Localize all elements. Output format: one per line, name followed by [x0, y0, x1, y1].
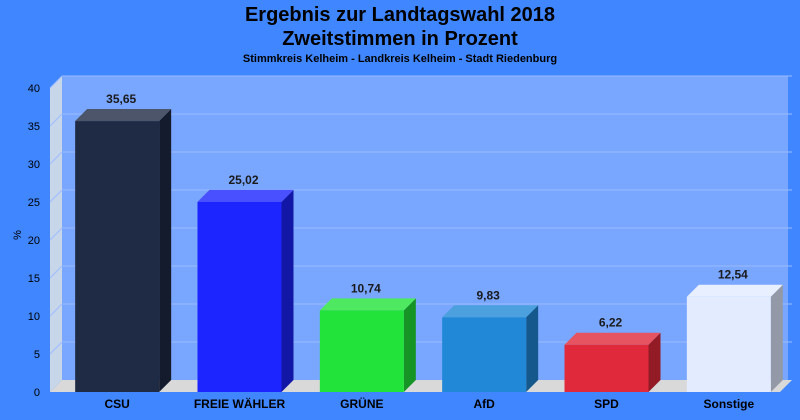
bar-top	[75, 109, 172, 122]
bar-top	[442, 305, 539, 318]
y-tick-label: 15	[28, 273, 40, 285]
bar	[442, 317, 527, 392]
data-label: 25,02	[228, 173, 258, 187]
y-tick-label: 10	[28, 311, 40, 323]
gridline-side	[49, 303, 63, 317]
bar	[319, 310, 404, 392]
x-tick-label: Sonstige	[703, 397, 754, 411]
gridline-side	[49, 75, 63, 89]
bar-top	[319, 298, 416, 311]
bar	[564, 344, 649, 392]
data-label: 6,22	[599, 316, 623, 330]
gridline-side	[49, 265, 63, 279]
gridline-side	[49, 189, 63, 203]
bar-side	[648, 332, 661, 392]
bar-top	[197, 189, 294, 202]
y-axis-label: %	[12, 230, 24, 240]
data-label: 10,74	[351, 281, 381, 295]
y-tick-label: 35	[28, 121, 40, 133]
gridline-side	[49, 151, 63, 165]
bar-side	[770, 284, 783, 392]
bar	[686, 296, 771, 392]
chart-title: Ergebnis zur Landtagswahl 2018	[244, 4, 556, 26]
gridline-side	[49, 113, 63, 127]
bar-top	[686, 284, 783, 297]
y-tick-label: 5	[34, 349, 40, 361]
x-tick-label: SPD	[594, 397, 619, 411]
bar	[75, 121, 160, 392]
x-tick-label: AfD	[474, 397, 496, 411]
gridline-side	[49, 341, 63, 355]
y-tick-label: 20	[28, 235, 40, 247]
x-tick-label: GRÜNE	[340, 396, 383, 411]
data-label: 9,83	[476, 288, 500, 302]
gridline-side	[49, 227, 63, 241]
bar-top	[564, 332, 661, 345]
y-tick-label: 30	[28, 159, 40, 171]
bar	[197, 201, 282, 392]
bar-side	[159, 109, 172, 392]
bar-side	[281, 189, 294, 392]
bar-side	[526, 305, 539, 392]
data-label: 35,65	[106, 92, 136, 106]
x-tick-label: CSU	[104, 397, 129, 411]
y-tick-label: 40	[28, 83, 40, 95]
x-tick-label: FREIE WÄHLER	[194, 396, 286, 411]
y-tick-label: 25	[28, 197, 40, 209]
data-label: 12,54	[718, 268, 748, 282]
chart-subtitle: Zweitstimmen in Prozent	[282, 28, 518, 50]
chart-subsubtitle: Stimmkreis Kelheim - Landkreis Kelheim -…	[242, 53, 558, 65]
bar-side	[403, 298, 416, 392]
y-tick-label: 0	[34, 387, 40, 399]
